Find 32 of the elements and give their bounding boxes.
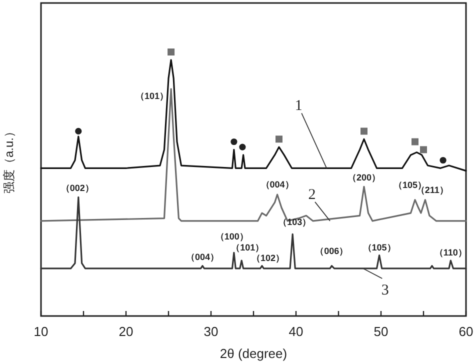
x-tick-label: 60 <box>458 324 474 339</box>
annotation: （004） <box>186 252 220 262</box>
annotation: （110） <box>434 248 467 258</box>
x-axis-title: 2θ (degree) <box>220 346 288 361</box>
point <box>440 156 446 164</box>
point <box>276 136 282 143</box>
annotation: （002） <box>60 183 94 194</box>
x-tick-label: 20 <box>118 324 134 339</box>
y-axis-title: 强度（a.u.） <box>2 125 16 194</box>
annotation: （006） <box>315 246 348 256</box>
annotation: （101） <box>231 242 264 253</box>
x-tick-label: 30 <box>204 324 218 339</box>
point <box>420 146 427 154</box>
x-tick-label: 40 <box>288 324 304 339</box>
point <box>75 128 82 134</box>
annotation: 3 <box>381 282 389 298</box>
annotation: （200） <box>347 172 381 183</box>
point <box>360 128 368 135</box>
annotation: （101） <box>136 90 169 101</box>
annotation: （100） <box>215 232 248 242</box>
annotation: （105） <box>362 242 396 252</box>
point <box>239 144 246 150</box>
x-tick-label: 50 <box>374 324 388 339</box>
x-tick-label: 10 <box>34 324 48 339</box>
annotation: 2 <box>308 186 316 203</box>
point <box>168 48 175 56</box>
annotation: 1 <box>294 98 302 114</box>
annotation: （103） <box>278 217 312 228</box>
annotation: （004） <box>260 180 294 190</box>
point <box>230 138 238 146</box>
annotation: （102） <box>251 252 285 263</box>
point <box>412 138 418 146</box>
